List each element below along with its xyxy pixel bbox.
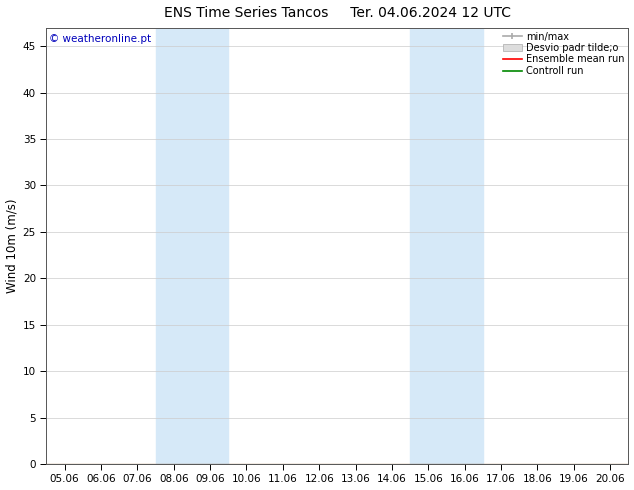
Bar (410, 27, 483, 464)
Y-axis label: Wind 10m (m/s): Wind 10m (m/s) (6, 198, 18, 293)
Text: © weatheronline.pt: © weatheronline.pt (49, 34, 152, 44)
Legend: min/max, Desvio padr tilde;o, Ensemble mean run, Controll run: min/max, Desvio padr tilde;o, Ensemble m… (501, 29, 626, 78)
Bar (155, 27, 228, 464)
Title: ENS Time Series Tancos     Ter. 04.06.2024 12 UTC: ENS Time Series Tancos Ter. 04.06.2024 1… (164, 5, 511, 20)
